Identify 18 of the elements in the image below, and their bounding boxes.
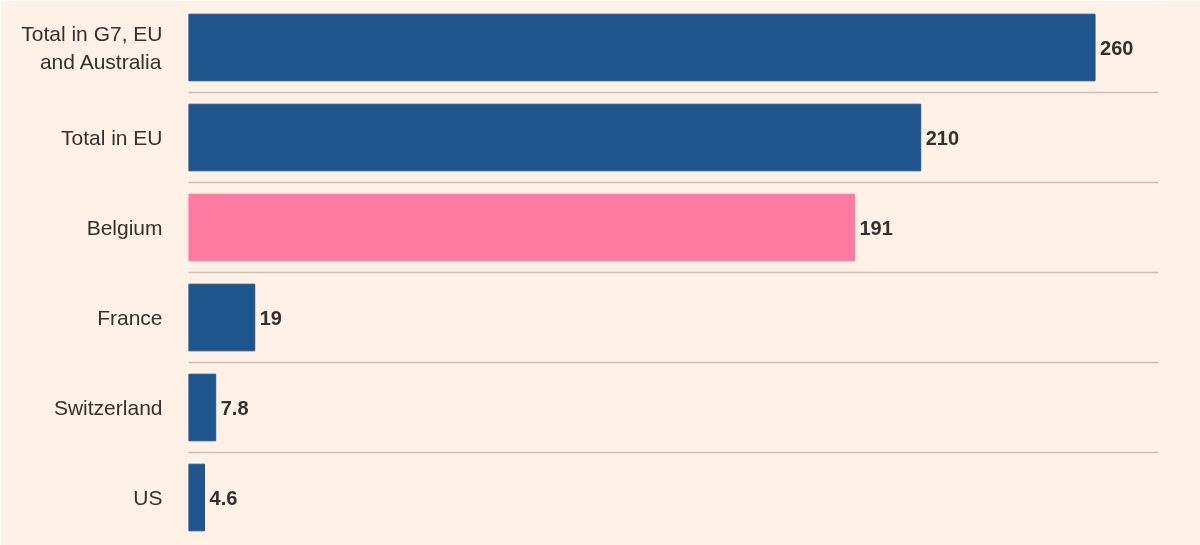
data-label: 19	[259, 306, 282, 329]
bar	[188, 13, 1096, 82]
data-label: 260	[1100, 36, 1134, 59]
bar	[188, 373, 217, 442]
y-tick-label: Switzerland	[53, 396, 163, 419]
y-tick-label: Total in EU	[60, 126, 163, 149]
bar	[188, 283, 256, 352]
bar	[188, 103, 922, 172]
bar	[188, 463, 206, 532]
data-label: 210	[925, 126, 960, 149]
y-tick-label: US	[133, 486, 163, 509]
y-tick-label: France	[97, 306, 163, 329]
y-tick-label: Total in G7, EU and Australia	[21, 21, 163, 74]
bar	[188, 193, 855, 262]
data-label: 191	[859, 216, 893, 239]
y-tick-label: Belgium	[86, 216, 163, 239]
data-label: 7.8	[220, 396, 249, 419]
data-label: 4.6	[209, 486, 238, 509]
